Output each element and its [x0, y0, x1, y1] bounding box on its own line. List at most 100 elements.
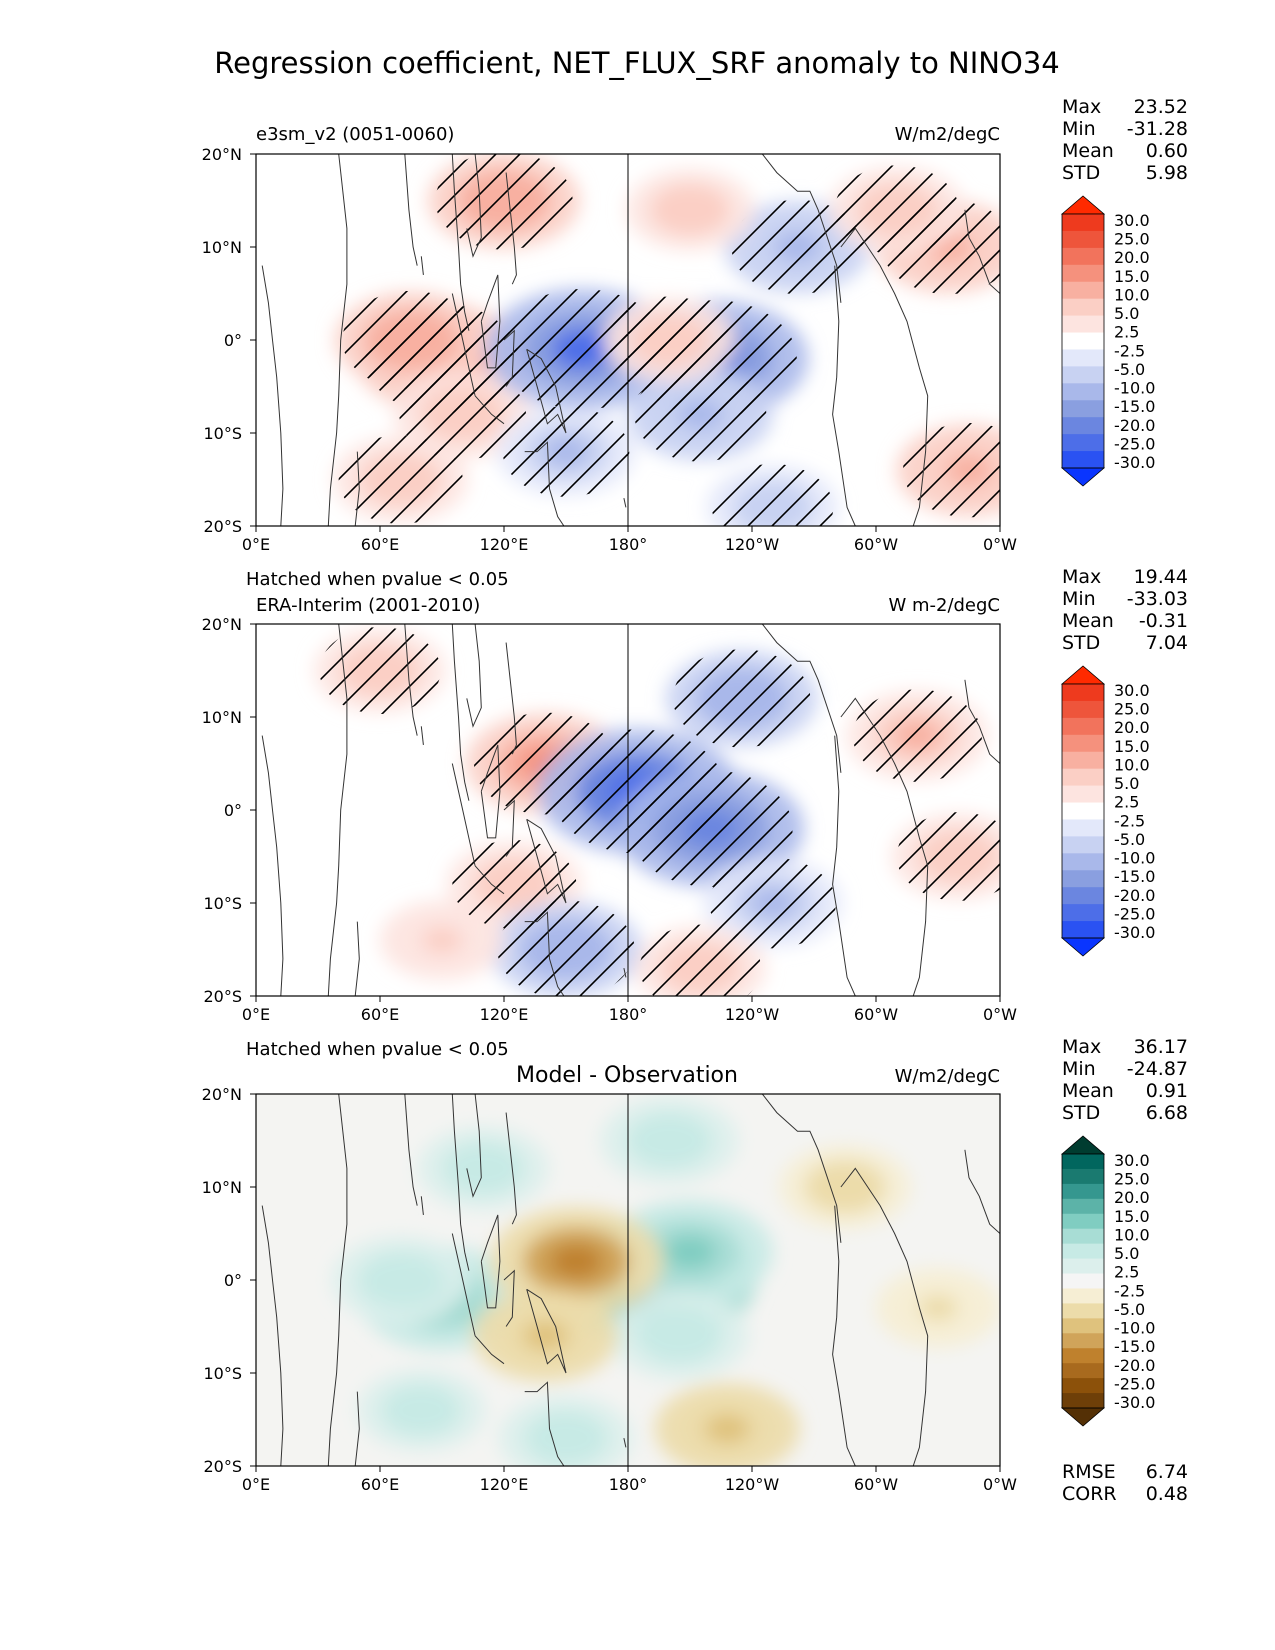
colorbar-level: 25.0 [1114, 1170, 1150, 1189]
panel-2-stats: Max 19.44 Min -33.03 Mean -0.31 STD 7.04 [1062, 566, 1188, 654]
colorbar-swatch [1062, 887, 1104, 905]
coastline [354, 451, 360, 526]
colorbar-swatch [1062, 247, 1104, 266]
panel-3-extra-stats: RMSE 6.74 CORR 0.48 [1062, 1461, 1188, 1505]
figure-title: Regression coefficient, NET_FLUX_SRF ano… [214, 46, 1059, 80]
field-cell [549, 1244, 603, 1279]
panel-2-xtick: 60°W [854, 1005, 898, 1024]
coastline [832, 735, 856, 996]
colorbar-frame [1061, 683, 1105, 939]
panel-1-xtick: 60°E [361, 535, 399, 554]
colorbar-level: 2.5 [1114, 793, 1139, 812]
panel-2-colorbar: 30.025.020.015.010.05.02.5-2.5-5.0-10.0-… [1060, 665, 1155, 957]
stat-label: Max [1062, 96, 1101, 118]
colorbar-swatch [1062, 298, 1104, 317]
coastline [526, 348, 567, 434]
panel-1-xtick: 0°W [983, 535, 1017, 554]
colorbar-swatch [1062, 853, 1104, 871]
colorbar-swatch [1062, 751, 1104, 770]
coastline [420, 726, 424, 745]
hatch-region [497, 900, 635, 996]
panel-2-xtick: 180° [609, 1005, 648, 1024]
colorbar-swatch [1062, 1288, 1104, 1305]
colorbar-swatch [1062, 1258, 1104, 1275]
hatch-region [608, 296, 730, 384]
panel-1-xtick: 180° [609, 535, 648, 554]
panel-3-map [256, 1094, 1000, 1466]
coastline [840, 697, 929, 996]
colorbar-swatch [1062, 1243, 1104, 1260]
panel-1-colorbar: 30.025.020.015.010.05.02.5-2.5-5.0-10.0-… [1060, 195, 1155, 487]
coastline [503, 329, 515, 387]
colorbar-level: -20.0 [1114, 416, 1155, 435]
colorbar-level: -15.0 [1114, 867, 1155, 886]
coastline [964, 679, 1000, 764]
colorbar-swatch [1062, 332, 1104, 351]
coastline [451, 763, 476, 866]
colorbar-swatch [1062, 921, 1104, 939]
colorbar-level: -10.0 [1114, 849, 1155, 868]
colorbar-level: -20.0 [1114, 886, 1155, 905]
colorbar-level: -15.0 [1114, 1337, 1155, 1356]
colorbar-level: -2.5 [1114, 811, 1145, 830]
colorbar-swatch [1062, 400, 1104, 418]
field-cell [918, 1295, 958, 1321]
coastline [505, 1112, 517, 1225]
colorbar-swatch [1062, 214, 1104, 232]
panel-1-xtick: 120°E [480, 535, 529, 554]
panel-3-ytick: 20°S [203, 1457, 242, 1476]
field-cell [648, 1126, 691, 1155]
panel-2-axes: 0°E 60°E 120°E 180° 120°W 60°W 0°W 20°N … [202, 615, 1018, 1024]
coastline [761, 1094, 842, 1243]
coastline [623, 1437, 627, 1448]
colorbar-level: 30.0 [1114, 1151, 1150, 1170]
coastline [451, 293, 476, 396]
hatch-region [435, 154, 573, 250]
field-cell [658, 1321, 701, 1350]
panel-2-xtick: 60°E [361, 1005, 399, 1024]
colorbar-swatch [1062, 1318, 1104, 1334]
coastline [623, 967, 627, 978]
coastline [526, 1288, 567, 1374]
stat-value: 19.44 [1134, 566, 1188, 588]
panel-1-ytick: 20°S [203, 517, 242, 536]
hatch-region [673, 649, 811, 748]
colorbar-level: 20.0 [1114, 718, 1150, 737]
colorbar-level: 20.0 [1114, 1188, 1150, 1207]
hatch-region [399, 369, 526, 460]
coastline [466, 1094, 482, 1198]
panel-2-xtick: 120°E [480, 1005, 529, 1024]
colorbar-swatch [1062, 1348, 1104, 1364]
colorbar-swatch [1062, 349, 1104, 367]
coastline [505, 642, 517, 755]
panel-1-axes: 0°E 60°E 120°E 180° 120°W 60°W 0°W 20°N … [202, 145, 1018, 554]
colorbar-level: 30.0 [1114, 211, 1150, 230]
coastline [354, 921, 360, 996]
panel-3-subtitle: Model - Observation [516, 1063, 738, 1088]
colorbar-swatch [1062, 383, 1104, 401]
panel-2-hatch-note: Hatched when pvalue < 0.05 [246, 1039, 509, 1060]
rmse-value: 6.74 [1146, 1461, 1188, 1483]
coastline [526, 818, 567, 904]
colorbar-level: 20.0 [1114, 248, 1150, 267]
hatch-region [319, 627, 441, 714]
stat-label: Min [1062, 118, 1096, 140]
coastline [503, 1269, 515, 1327]
colorbar-swatch [1062, 768, 1104, 787]
colorbar-swatch [1062, 1198, 1104, 1215]
colorbar-level: 10.0 [1114, 285, 1150, 304]
coastline [623, 497, 627, 508]
colorbar-level: 5.0 [1114, 774, 1139, 793]
colorbar-swatch [1062, 1154, 1104, 1170]
colorbar-level: -2.5 [1114, 341, 1145, 360]
colorbar-swatch [1062, 315, 1104, 334]
colorbar-level: -20.0 [1114, 1356, 1155, 1375]
coastline [261, 735, 284, 996]
stat-label: Max [1062, 566, 1101, 588]
colorbar-level: 2.5 [1114, 1263, 1139, 1282]
colorbar-swatch [1062, 802, 1104, 821]
panel-3-ytick: 10°N [202, 1178, 242, 1197]
panel-3-xtick: 120°E [480, 1475, 529, 1494]
coastline [451, 1094, 470, 1271]
colorbar-level: -30.0 [1114, 923, 1155, 942]
